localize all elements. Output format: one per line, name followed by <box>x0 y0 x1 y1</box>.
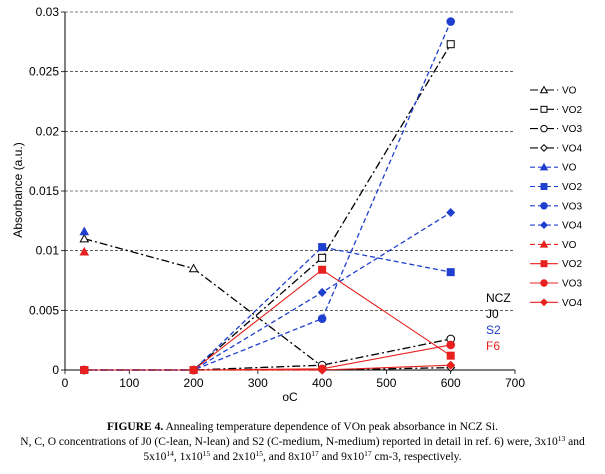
legend-label: VO4 <box>562 143 582 154</box>
legend-label: VO <box>562 163 577 174</box>
data-point-f6-vo4 <box>79 365 89 375</box>
caption-text: cm-3, respectively. <box>374 451 462 463</box>
legend-marker <box>540 202 548 210</box>
series-line-j0-vo <box>84 238 323 367</box>
y-tick-label: 0 <box>52 363 59 377</box>
group-label-s2: S2 <box>486 323 501 337</box>
x-tick-labels: 0 100 200 300 400 500 600 700 <box>62 376 526 390</box>
legend-marker <box>540 124 548 133</box>
caption-text: and 2x10 <box>213 451 256 463</box>
legend-marker <box>539 162 549 171</box>
series-line-s2-vo2 <box>84 246 451 371</box>
caption-line2: N, C, O concentrations of J0 (C-lean, N-… <box>20 436 558 448</box>
caption-exp: 15 <box>255 449 264 458</box>
data-point-s2-vo3 <box>446 17 456 26</box>
x-tick-label: 100 <box>119 376 139 390</box>
caption-exp: 14 <box>166 449 174 458</box>
legend-label: VO2 <box>562 182 582 193</box>
data-point-f6-vo4 <box>317 365 327 375</box>
caption-exp: 15 <box>202 449 211 458</box>
legend-marker <box>540 105 548 113</box>
data-point-j0-vo <box>79 233 90 243</box>
series-line-s2-vo4 <box>84 211 452 371</box>
legend-marker <box>540 143 548 152</box>
data-point-f6-vo4 <box>446 360 456 370</box>
data-point-f6-vo2 <box>318 265 327 274</box>
legend-label: VO3 <box>562 201 582 212</box>
caption-text: , 1x10 <box>173 451 203 463</box>
group-label-ncz: NCZ <box>486 291 511 305</box>
y-tick-label: 0.005 <box>29 303 59 317</box>
legend-marker <box>540 260 548 268</box>
caption-text: and <box>568 436 585 448</box>
y-tick-label: 0.02 <box>36 124 60 138</box>
data-point-f6-vo3 <box>446 340 456 350</box>
y-tick-labels: 0 0.005 0.01 0.015 0.02 0.025 0.03 <box>29 5 59 377</box>
absorbance-chart: 0 0.005 0.01 0.015 0.02 0.025 0.03 0 100 200 300 4… <box>11 5 582 404</box>
series-line-j0-vo2 <box>84 43 452 371</box>
y-axis-label: Absorbance (a.u.) <box>11 142 25 237</box>
data-point-f6-vo2 <box>446 351 455 360</box>
series-lines <box>84 21 452 371</box>
y-tick-label: 0.015 <box>29 184 59 198</box>
series-line-f6-vo3 <box>84 344 451 371</box>
legend-marker <box>539 85 549 94</box>
legend-marker <box>540 298 548 307</box>
data-point-s2-vo4 <box>317 287 327 297</box>
series-line-j0-vo3 <box>84 338 451 371</box>
series-markers <box>79 17 456 375</box>
legend-label: VO4 <box>562 221 582 232</box>
data-point-s2-vo2 <box>446 268 455 277</box>
axes <box>61 11 516 374</box>
legend-marker <box>540 279 548 287</box>
caption-title: Annealing temperature dependence of VOn … <box>165 421 499 433</box>
caption-exp: 17 <box>311 449 319 458</box>
data-point-s2-vo4 <box>446 207 456 217</box>
x-tick-label: 200 <box>184 376 204 390</box>
legend-label: VO <box>562 240 577 251</box>
x-tick-label: 0 <box>62 376 69 390</box>
data-point-j0-vo2 <box>318 253 327 262</box>
data-point-f6-vo <box>79 246 90 256</box>
caption-exp: 13 <box>557 434 566 443</box>
y-tick-label: 0.01 <box>36 244 60 258</box>
data-point-s2-vo <box>79 226 90 236</box>
legend-marker <box>540 221 548 230</box>
y-tick-label: 0.03 <box>36 5 60 19</box>
x-tick-label: 300 <box>248 376 268 390</box>
data-point-j0-vo2 <box>446 40 455 49</box>
caption-text: 5x10 <box>143 451 167 463</box>
grid-lines <box>65 11 515 311</box>
data-point-j0-vo <box>188 263 199 273</box>
legend: VO VO2 VO3 VO4 VO VO2 VO3 VO4 VO VO2 VO3 VO4 <box>530 86 582 309</box>
legend-label: VO <box>562 86 577 97</box>
legend-label: VO2 <box>562 105 582 116</box>
group-label-f6: F6 <box>486 339 500 353</box>
data-point-s2-vo2 <box>318 243 327 252</box>
series-line-f6-vo4 <box>84 364 451 371</box>
legend-marker <box>539 239 549 248</box>
data-point-s2-vo3 <box>317 314 327 323</box>
legend-label: VO4 <box>562 298 582 309</box>
legend-marker <box>540 183 548 190</box>
x-tick-label: 500 <box>376 376 396 390</box>
caption-text: and 9x10 <box>321 451 365 463</box>
group-labels: NCZ J0 S2 F6 <box>486 291 511 353</box>
caption-exp: 17 <box>364 449 372 458</box>
series-line-s2-vo3 <box>84 21 452 371</box>
caption-text: , and 8x10 <box>263 451 312 463</box>
x-axis-label: oC <box>282 390 298 404</box>
legend-label: VO3 <box>562 124 582 135</box>
legend-label: VO3 <box>562 279 582 290</box>
y-tick-label: 0.025 <box>29 65 59 79</box>
legend-label: VO2 <box>562 259 582 270</box>
figure-caption: FIGURE 4. Annealing temperature dependen… <box>0 420 605 465</box>
data-point-f6-vo4 <box>189 365 199 375</box>
x-tick-label: 600 <box>441 376 461 390</box>
x-tick-label: 700 <box>505 376 525 390</box>
group-label-j0: J0 <box>486 307 499 321</box>
x-tick-label: 400 <box>312 376 332 390</box>
caption-label: FIGURE 4. <box>106 421 164 433</box>
